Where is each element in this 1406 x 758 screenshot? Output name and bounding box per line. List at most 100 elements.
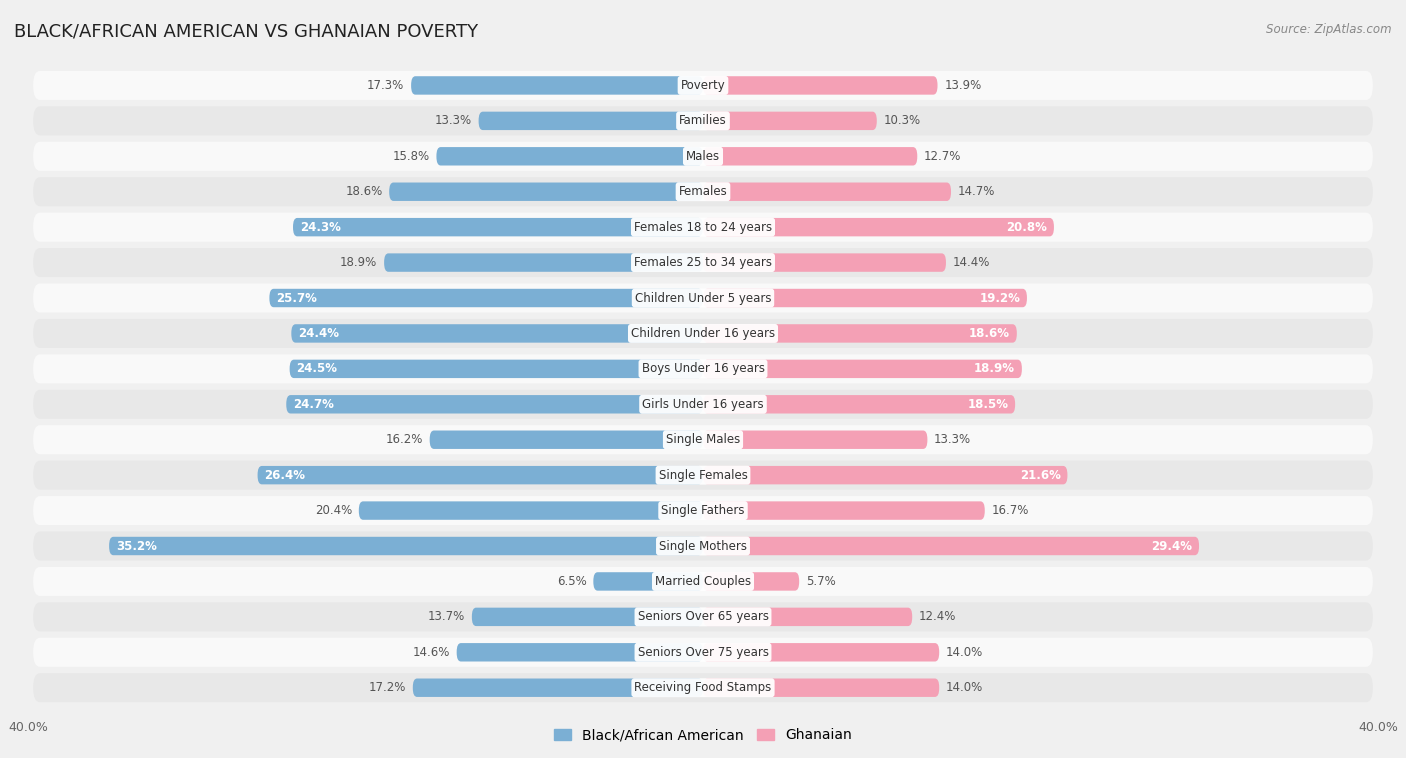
FancyBboxPatch shape — [703, 466, 1067, 484]
FancyBboxPatch shape — [703, 111, 877, 130]
FancyBboxPatch shape — [34, 390, 1372, 419]
Text: 24.4%: 24.4% — [298, 327, 339, 340]
Text: Single Males: Single Males — [666, 434, 740, 446]
Text: 21.6%: 21.6% — [1019, 468, 1060, 481]
FancyBboxPatch shape — [593, 572, 703, 590]
FancyBboxPatch shape — [413, 678, 703, 697]
Text: 18.5%: 18.5% — [967, 398, 1008, 411]
FancyBboxPatch shape — [34, 531, 1372, 560]
Text: 13.7%: 13.7% — [427, 610, 465, 623]
Text: Married Couples: Married Couples — [655, 575, 751, 588]
FancyBboxPatch shape — [703, 183, 950, 201]
Text: Receiving Food Stamps: Receiving Food Stamps — [634, 681, 772, 694]
FancyBboxPatch shape — [292, 218, 703, 236]
Text: 13.3%: 13.3% — [934, 434, 972, 446]
Text: 13.3%: 13.3% — [434, 114, 472, 127]
Text: Poverty: Poverty — [681, 79, 725, 92]
Text: Families: Families — [679, 114, 727, 127]
FancyBboxPatch shape — [430, 431, 703, 449]
Text: Source: ZipAtlas.com: Source: ZipAtlas.com — [1267, 23, 1392, 36]
Text: 10.3%: 10.3% — [883, 114, 921, 127]
FancyBboxPatch shape — [457, 643, 703, 662]
FancyBboxPatch shape — [703, 501, 984, 520]
Text: Single Females: Single Females — [658, 468, 748, 481]
FancyBboxPatch shape — [703, 537, 1199, 555]
Text: Girls Under 16 years: Girls Under 16 years — [643, 398, 763, 411]
FancyBboxPatch shape — [703, 359, 1022, 378]
FancyBboxPatch shape — [34, 142, 1372, 171]
Text: 14.6%: 14.6% — [412, 646, 450, 659]
FancyBboxPatch shape — [34, 425, 1372, 454]
Text: 15.8%: 15.8% — [392, 150, 430, 163]
Text: 14.4%: 14.4% — [953, 256, 990, 269]
Text: 25.7%: 25.7% — [276, 292, 316, 305]
Text: Females 18 to 24 years: Females 18 to 24 years — [634, 221, 772, 233]
Text: Females: Females — [679, 185, 727, 199]
Text: 12.7%: 12.7% — [924, 150, 962, 163]
Text: 12.4%: 12.4% — [920, 610, 956, 623]
FancyBboxPatch shape — [287, 395, 703, 414]
FancyBboxPatch shape — [703, 324, 1017, 343]
Text: 18.6%: 18.6% — [346, 185, 382, 199]
Text: Females 25 to 34 years: Females 25 to 34 years — [634, 256, 772, 269]
Text: 13.9%: 13.9% — [945, 79, 981, 92]
Text: 16.7%: 16.7% — [991, 504, 1029, 517]
Text: Single Mothers: Single Mothers — [659, 540, 747, 553]
FancyBboxPatch shape — [703, 678, 939, 697]
FancyBboxPatch shape — [34, 567, 1372, 596]
FancyBboxPatch shape — [34, 496, 1372, 525]
FancyBboxPatch shape — [472, 608, 703, 626]
Text: 29.4%: 29.4% — [1152, 540, 1192, 553]
FancyBboxPatch shape — [703, 147, 917, 165]
FancyBboxPatch shape — [270, 289, 703, 307]
FancyBboxPatch shape — [291, 324, 703, 343]
FancyBboxPatch shape — [34, 283, 1372, 312]
Text: Children Under 16 years: Children Under 16 years — [631, 327, 775, 340]
FancyBboxPatch shape — [703, 431, 928, 449]
Text: 17.3%: 17.3% — [367, 79, 405, 92]
Text: 6.5%: 6.5% — [557, 575, 586, 588]
FancyBboxPatch shape — [34, 603, 1372, 631]
Text: 35.2%: 35.2% — [115, 540, 156, 553]
FancyBboxPatch shape — [384, 253, 703, 272]
Text: 14.0%: 14.0% — [946, 681, 983, 694]
Text: 18.6%: 18.6% — [969, 327, 1010, 340]
Text: Single Fathers: Single Fathers — [661, 504, 745, 517]
Text: 24.3%: 24.3% — [299, 221, 340, 233]
Text: Seniors Over 65 years: Seniors Over 65 years — [637, 610, 769, 623]
FancyBboxPatch shape — [257, 466, 703, 484]
FancyBboxPatch shape — [703, 572, 799, 590]
FancyBboxPatch shape — [436, 147, 703, 165]
FancyBboxPatch shape — [34, 319, 1372, 348]
FancyBboxPatch shape — [34, 106, 1372, 136]
Text: 26.4%: 26.4% — [264, 468, 305, 481]
Text: Males: Males — [686, 150, 720, 163]
Text: 18.9%: 18.9% — [340, 256, 377, 269]
FancyBboxPatch shape — [290, 359, 703, 378]
FancyBboxPatch shape — [34, 177, 1372, 206]
FancyBboxPatch shape — [34, 637, 1372, 667]
FancyBboxPatch shape — [703, 218, 1054, 236]
FancyBboxPatch shape — [389, 183, 703, 201]
FancyBboxPatch shape — [34, 213, 1372, 242]
FancyBboxPatch shape — [34, 248, 1372, 277]
FancyBboxPatch shape — [703, 289, 1026, 307]
Legend: Black/African American, Ghanaian: Black/African American, Ghanaian — [548, 723, 858, 748]
Text: 24.5%: 24.5% — [297, 362, 337, 375]
Text: Children Under 5 years: Children Under 5 years — [634, 292, 772, 305]
FancyBboxPatch shape — [703, 77, 938, 95]
FancyBboxPatch shape — [359, 501, 703, 520]
Text: 16.2%: 16.2% — [385, 434, 423, 446]
FancyBboxPatch shape — [110, 537, 703, 555]
FancyBboxPatch shape — [34, 461, 1372, 490]
Text: Seniors Over 75 years: Seniors Over 75 years — [637, 646, 769, 659]
Text: BLACK/AFRICAN AMERICAN VS GHANAIAN POVERTY: BLACK/AFRICAN AMERICAN VS GHANAIAN POVER… — [14, 23, 478, 41]
Text: 14.0%: 14.0% — [946, 646, 983, 659]
FancyBboxPatch shape — [703, 608, 912, 626]
FancyBboxPatch shape — [411, 77, 703, 95]
FancyBboxPatch shape — [478, 111, 703, 130]
Text: 20.4%: 20.4% — [315, 504, 352, 517]
FancyBboxPatch shape — [703, 253, 946, 272]
Text: 18.9%: 18.9% — [974, 362, 1015, 375]
Text: 5.7%: 5.7% — [806, 575, 835, 588]
